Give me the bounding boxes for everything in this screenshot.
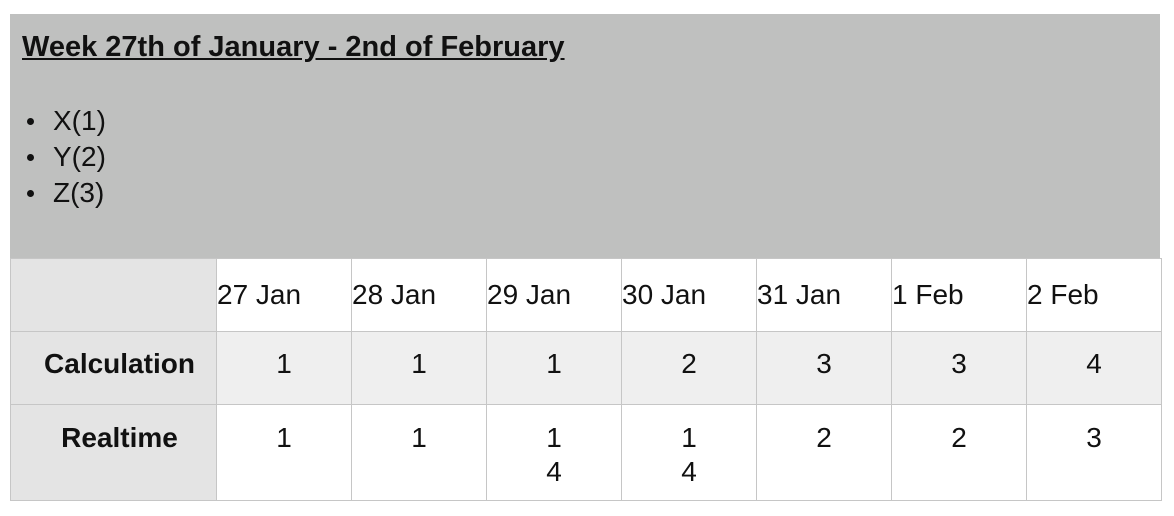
table-cell: 1 <box>351 331 487 405</box>
column-header: 1 Feb <box>891 258 1027 332</box>
cell-value: 3 <box>951 348 967 379</box>
legend-item: Y(2) <box>22 139 1148 175</box>
cell-value: 1 <box>546 348 562 379</box>
legend-item-label: Y(2) <box>53 141 106 172</box>
row-label: Calculation <box>10 331 217 405</box>
bullet-icon <box>27 189 34 197</box>
corner-cell <box>10 258 217 332</box>
header-block: Week 27th of January - 2nd of February X… <box>10 14 1160 258</box>
column-header: 29 Jan <box>486 258 622 332</box>
cell-value: 1 <box>411 422 427 453</box>
bullet-icon <box>27 117 34 125</box>
cell-value: 4 <box>1086 348 1102 379</box>
column-header: 28 Jan <box>351 258 487 332</box>
legend-item: Z(3) <box>22 175 1148 211</box>
legend-item: X(1) <box>22 103 1148 139</box>
cell-value: 4 <box>681 456 697 487</box>
cell-value: 1 <box>411 348 427 379</box>
cell-value: 1 <box>681 422 697 453</box>
cell-value: 1 <box>276 348 292 379</box>
schedule-document: Week 27th of January - 2nd of February X… <box>10 14 1162 501</box>
bullet-icon <box>27 153 34 161</box>
table-cell: 2 <box>756 404 892 501</box>
column-header: 27 Jan <box>216 258 352 332</box>
table-cell: 1 <box>216 331 352 405</box>
table-cell: 2 <box>891 404 1027 501</box>
column-header: 2 Feb <box>1026 258 1162 332</box>
column-header: 30 Jan <box>621 258 757 332</box>
table-cell: 2 <box>621 331 757 405</box>
table-cell: 3 <box>1026 404 1162 501</box>
cell-value: 2 <box>681 348 697 379</box>
cell-value: 2 <box>816 422 832 453</box>
cell-value: 3 <box>1086 422 1102 453</box>
cell-value: 1 <box>276 422 292 453</box>
column-header: 31 Jan <box>756 258 892 332</box>
row-label: Realtime <box>10 404 217 501</box>
table-header-row: 27 Jan 28 Jan 29 Jan 30 Jan 31 Jan 1 Feb… <box>10 258 1162 332</box>
cell-value: 4 <box>546 456 562 487</box>
table-row-calculation: Calculation 1 1 1 2 3 3 4 <box>10 331 1162 405</box>
cell-value: 3 <box>816 348 832 379</box>
table-cell: 3 <box>756 331 892 405</box>
legend-item-label: Z(3) <box>53 177 105 208</box>
week-title: Week 27th of January - 2nd of February <box>22 31 565 63</box>
schedule-table: 27 Jan 28 Jan 29 Jan 30 Jan 31 Jan 1 Feb… <box>10 258 1162 501</box>
table-cell: 1 <box>216 404 352 501</box>
cell-value: 1 <box>546 422 562 453</box>
table-cell: 1 <box>351 404 487 501</box>
table-cell: 4 <box>1026 331 1162 405</box>
legend-list: X(1) Y(2) Z(3) <box>22 103 1148 211</box>
cell-value: 2 <box>951 422 967 453</box>
table-cell: 1 <box>486 331 622 405</box>
legend-item-label: X(1) <box>53 105 106 136</box>
table-cell: 3 <box>891 331 1027 405</box>
